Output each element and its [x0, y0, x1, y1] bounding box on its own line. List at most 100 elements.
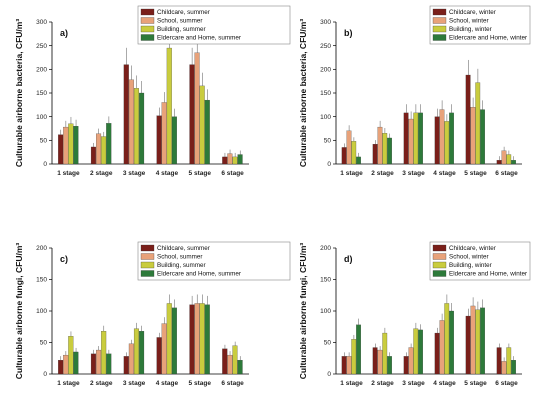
chart-panel-4: 0 50 100 150 200 Culturable airborne fungi, C…	[298, 241, 531, 387]
x-tick-label: 6 stage	[495, 380, 518, 387]
bar-eldercare	[480, 307, 485, 375]
bar-childcare	[496, 347, 502, 375]
y-tick-label: 200	[36, 245, 47, 252]
bar-building	[382, 332, 388, 375]
bar-school	[408, 347, 414, 375]
x-tick-label: 5 stage	[189, 380, 212, 387]
legend-entry: Childcare, summer	[157, 245, 210, 252]
legend: Childcare, summer School, summerBuilding,…	[137, 5, 291, 45]
x-tick-label: 2 stage	[90, 380, 113, 387]
legend-entry: School, summer	[157, 18, 203, 25]
y-tick-label: 100	[36, 308, 47, 315]
legend-box	[429, 241, 531, 281]
legend-entry: Childcare, winter	[449, 9, 496, 16]
bar-eldercare	[449, 310, 454, 375]
bar-building	[101, 136, 107, 165]
bar-school	[439, 109, 445, 165]
bar-childcare	[465, 315, 471, 375]
bar-school	[161, 102, 167, 165]
panel-label: b)	[344, 28, 353, 38]
legend: Childcare, summer School, summerBuilding,…	[137, 241, 291, 281]
bar-eldercare	[171, 116, 177, 165]
y-tick-label: 50	[40, 340, 48, 347]
legend-entry: Childcare, summer	[157, 9, 210, 16]
legend-entry: Building, summer	[157, 262, 206, 269]
legend-entry: Eldercare and Home, winter	[449, 271, 527, 278]
bar-building	[199, 85, 205, 165]
bar-childcare	[156, 337, 162, 375]
bar-childcare	[434, 116, 440, 165]
legend-swatch	[140, 34, 155, 41]
bar-school	[128, 79, 134, 165]
legend-entry: School, winter	[449, 18, 489, 25]
legend-swatch	[140, 261, 155, 269]
bar-eldercare	[139, 331, 145, 375]
bar-childcare	[90, 146, 96, 165]
bar-eldercare	[511, 360, 516, 375]
y-tick-label: 150	[36, 90, 47, 97]
panel-label: a)	[60, 28, 68, 38]
bar-eldercare	[449, 112, 454, 165]
legend: Childcare, winter School, winterBuilding,…	[429, 5, 531, 45]
bar-childcare	[434, 332, 440, 375]
legend-box	[137, 241, 291, 281]
x-tick-label: 3 stage	[402, 380, 425, 387]
bar-childcare	[403, 356, 409, 375]
bar-school	[227, 153, 233, 165]
x-tick-label: 6 stage	[221, 170, 244, 177]
bar-building	[166, 303, 172, 375]
bar-childcare	[156, 115, 162, 165]
bar-childcare	[496, 160, 502, 165]
x-tick-label: 5 stage	[464, 380, 487, 387]
y-tick-label: 100	[320, 114, 331, 121]
x-tick-label: 2 stage	[90, 170, 113, 177]
legend-entry: Building, winter	[449, 262, 492, 269]
y-tick-label: 150	[320, 277, 331, 284]
bar-school	[96, 349, 102, 375]
bar-school	[470, 305, 476, 375]
legend-swatch	[140, 8, 155, 16]
bar-school	[346, 356, 352, 375]
bar-eldercare	[418, 329, 423, 375]
x-tick-label: 4 stage	[156, 380, 179, 387]
bar-eldercare	[73, 126, 79, 165]
legend-entry: School, winter	[449, 254, 489, 261]
legend-swatch	[432, 244, 447, 252]
chart-panel-3: 0 50 100 150 200 Culturable airborne fungi, C…	[14, 241, 291, 387]
bar-childcare	[58, 360, 64, 375]
legend-swatch	[432, 253, 447, 260]
bar-childcare	[372, 347, 378, 375]
x-tick-label: 1 stage	[57, 380, 80, 387]
bar-childcare	[372, 143, 378, 165]
bar-building	[413, 112, 419, 165]
bar-childcare	[222, 156, 228, 165]
bar-childcare	[123, 356, 129, 375]
bar-childcare	[123, 64, 129, 165]
y-axis-title: Culturable airborne fungi, CFU/m³	[14, 243, 24, 380]
bar-building	[413, 328, 419, 375]
y-axis-title: Culturable airborne bacteria, CFU/m³	[14, 19, 24, 167]
bar-building	[444, 303, 450, 375]
legend-entry: Eldercare and Home, summer	[157, 271, 241, 278]
bar-childcare	[189, 304, 195, 375]
panel-label: d)	[344, 254, 353, 264]
legend-entry: Building, winter	[449, 26, 492, 33]
bar-school	[194, 303, 200, 375]
legend: Childcare, winter School, winterBuilding,…	[429, 241, 531, 281]
bar-building	[199, 303, 205, 375]
bar-school	[194, 52, 200, 165]
x-tick-label: 6 stage	[495, 170, 518, 177]
x-tick-label: 6 stage	[221, 380, 244, 387]
bar-childcare	[189, 64, 195, 165]
bar-eldercare	[106, 123, 112, 165]
legend-entry: Eldercare and Home, summer	[157, 35, 241, 42]
bar-eldercare	[73, 351, 79, 375]
x-tick-label: 1 stage	[340, 380, 363, 387]
y-tick-label: 0	[327, 371, 331, 378]
y-tick-label: 250	[36, 43, 47, 50]
x-tick-label: 4 stage	[156, 170, 179, 177]
legend-entry: Childcare, winter	[449, 245, 496, 252]
bar-school	[470, 107, 476, 165]
bar-school	[96, 133, 102, 165]
